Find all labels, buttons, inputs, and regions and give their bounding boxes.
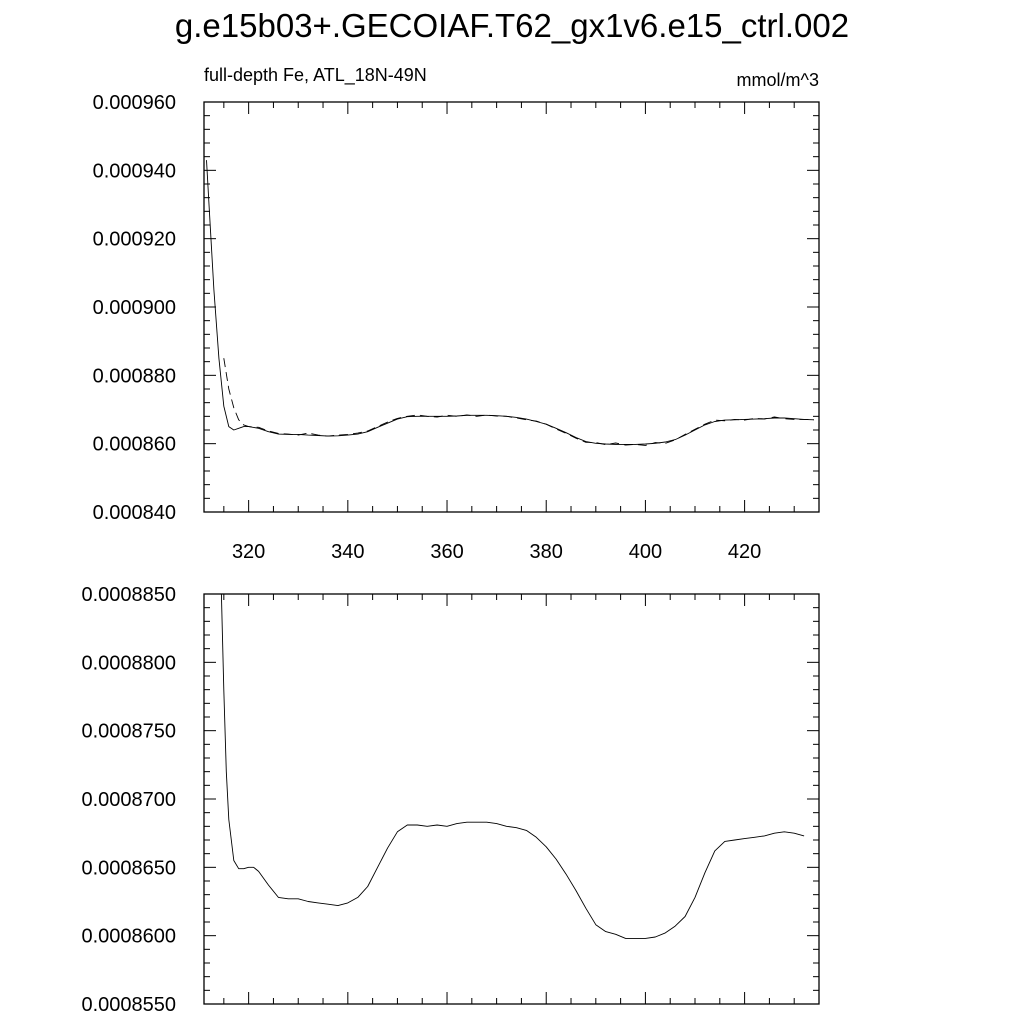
figure-title: g.e15b03+.GECOIAF.T62_gx1v6.e15_ctrl.002 <box>175 7 849 44</box>
series-line-solid <box>206 160 815 445</box>
y-tick-label: 0.000840 <box>93 502 176 524</box>
x-tick-label: 380 <box>530 541 563 563</box>
y-tick-label: 0.0008550 <box>81 994 176 1016</box>
series-line-solid <box>220 593 805 939</box>
y-tick-label: 0.000880 <box>93 365 176 387</box>
y-tick-label: 0.0008750 <box>81 721 176 743</box>
y-tick-label: 0.0008600 <box>81 926 176 948</box>
y-tick-label: 0.000920 <box>93 229 176 251</box>
x-tick-label: 340 <box>331 541 364 563</box>
plot-frame <box>203 101 820 513</box>
x-tick-label: 320 <box>232 541 265 563</box>
x-tick-label: 360 <box>430 541 463 563</box>
y-tick-label: 0.000900 <box>93 297 176 319</box>
y-tick-label: 0.0008650 <box>81 857 176 879</box>
x-tick-label: 420 <box>728 541 761 563</box>
panel-right-label: mmol/m^3 <box>737 70 819 90</box>
lower-panel: 0.0008550 0.0008600 0.0008650 0.0008700 0.00… <box>81 584 820 1016</box>
y-tick-label: 0.0008800 <box>81 652 176 674</box>
upper-panel: 320 340 360 380 400 420 0.000840 0.000860 0.0008… <box>93 65 820 563</box>
panel-left-label: full-depth Fe, ATL_18N-49N <box>204 65 427 86</box>
series-line-dashed <box>223 358 815 446</box>
y-tick-label: 0.0008850 <box>81 584 176 606</box>
y-tick-label: 0.000960 <box>93 92 176 114</box>
y-tick-label: 0.000940 <box>93 160 176 182</box>
y-tick-label: 0.000860 <box>93 434 176 456</box>
plot-frame <box>203 593 820 1005</box>
x-tick-label: 400 <box>629 541 662 563</box>
y-tick-label: 0.0008700 <box>81 789 176 811</box>
